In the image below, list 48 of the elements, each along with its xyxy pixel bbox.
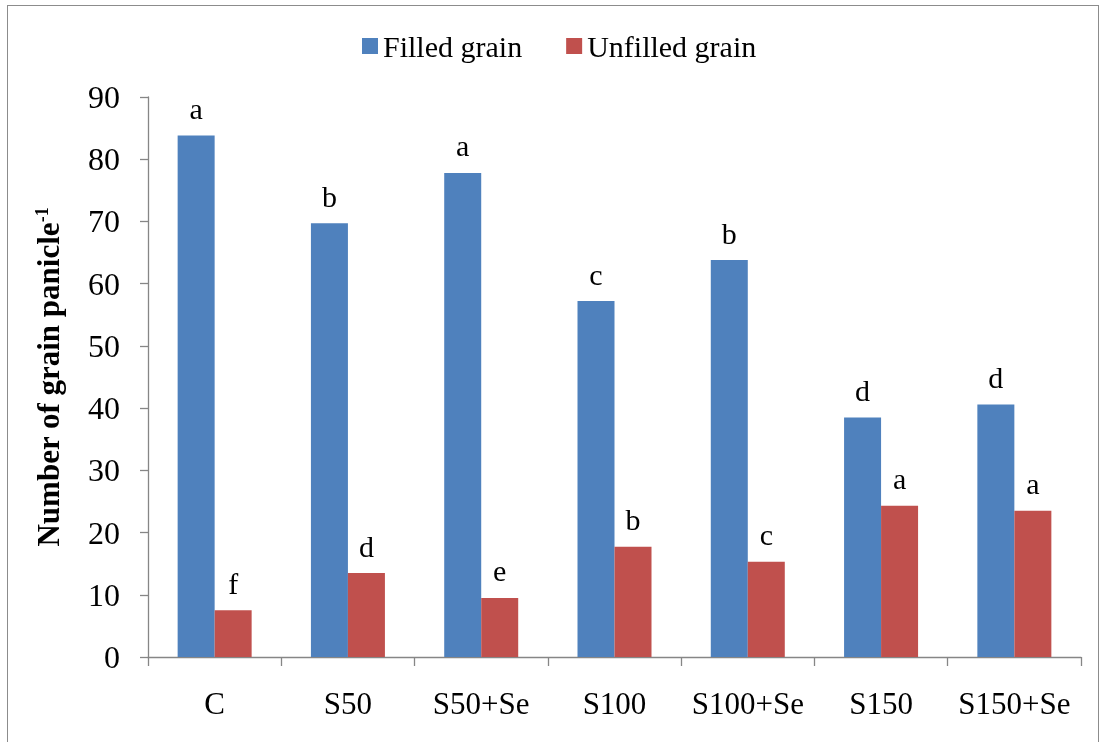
bar [614,546,652,657]
data-label: b [321,179,337,213]
bar [310,223,348,657]
data-label: a [1026,467,1040,501]
bar [977,404,1015,657]
data-label: d [855,373,871,407]
bar [747,561,785,657]
y-tick-label: 20 [88,514,120,551]
data-label: a [892,462,907,496]
x-tick-label: S100+Se [691,686,804,721]
bar [577,301,615,657]
y-tick-label: 90 [88,79,120,115]
legend-label: Filled grain [383,29,523,63]
x-tick-label: S50+Se [432,686,530,721]
y-tick-label: 80 [88,141,120,178]
x-tick-label: S50 [323,686,373,721]
x-tick-label: S150 [849,686,913,721]
data-label: d [358,529,374,563]
bar [881,505,919,657]
x-tick-label: S100 [582,686,647,721]
data-label: f [228,566,239,600]
y-axis-title: Number of grain panicle-1 [31,207,66,547]
x-tick-label: C [204,686,225,721]
y-tick-label: 60 [88,265,120,302]
bar [214,610,252,657]
bar [444,172,482,657]
bar [1014,510,1052,657]
y-tick-label: 40 [88,390,120,427]
y-tick-label: 0 [104,639,120,675]
data-label: d [988,360,1004,394]
data-label: b [721,216,737,250]
y-tick-label: 30 [88,452,120,489]
y-tick-label: 70 [88,203,120,240]
y-tick-label: 10 [88,576,120,613]
data-label: e [493,554,507,588]
bar [177,135,215,657]
bar [347,573,385,657]
legend-label: Unfilled grain [587,29,757,63]
x-tick-label: S150+Se [958,686,1071,721]
data-label: c [589,257,603,291]
bar [481,597,519,657]
data-label: c [759,518,773,552]
data-label: b [625,503,641,537]
bar [844,417,882,657]
data-label: a [456,129,470,163]
y-tick-label: 50 [88,327,120,364]
data-label: a [189,92,203,126]
bar [710,260,748,657]
